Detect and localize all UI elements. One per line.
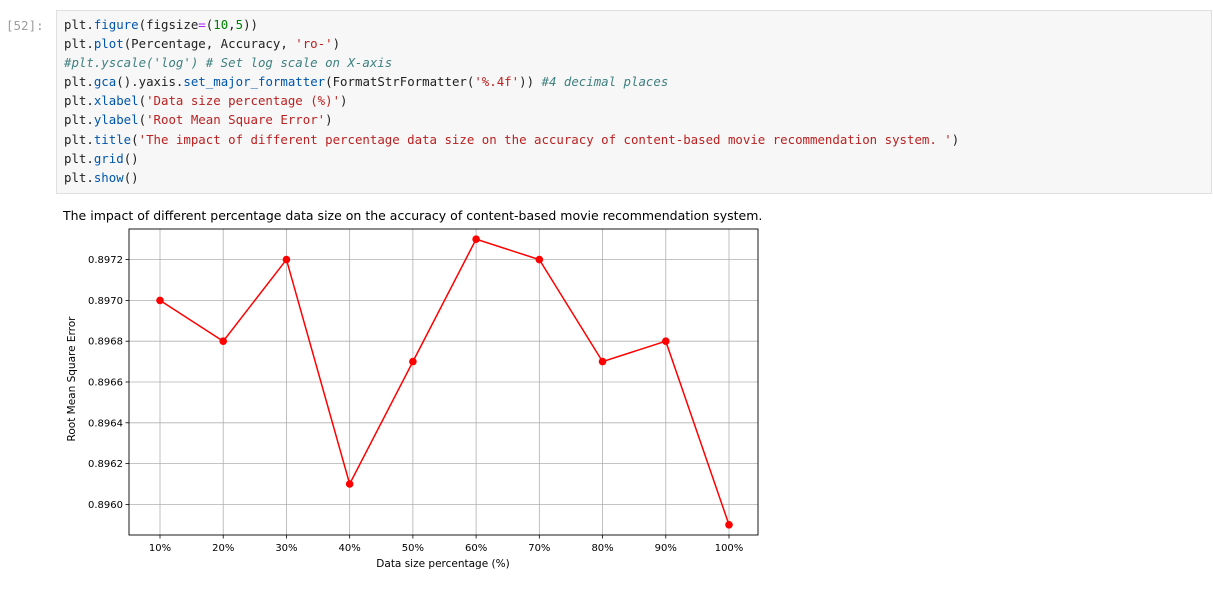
code-editor[interactable]: plt.figure(figsize=(10,5)) plt.plot(Perce… <box>64 15 959 187</box>
code-line: plt.ylabel('Root Mean Square Error') <box>64 112 333 128</box>
y-axis-label: Root Mean Square Error <box>66 316 78 442</box>
code-line: plt.xlabel('Data size percentage (%)') <box>64 93 348 109</box>
data-point <box>282 255 291 264</box>
x-tick-label: 90% <box>655 543 677 554</box>
data-point <box>409 357 417 366</box>
chart-grid <box>129 229 758 535</box>
data-point <box>345 480 354 488</box>
x-tick-label: 40% <box>339 543 361 554</box>
x-tick-label: 50% <box>402 543 424 554</box>
y-tick-label: 0.8968 <box>88 337 123 348</box>
code-cell-input[interactable]: plt.figure(figsize=(10,5)) plt.plot(Perce… <box>56 10 1212 194</box>
plot-frame <box>128 228 759 536</box>
y-tick-label: 0.8964 <box>88 418 123 429</box>
y-tick-label: 0.8966 <box>88 378 123 389</box>
x-tick-label: 60% <box>465 543 487 554</box>
y-tick-label: 0.8970 <box>88 296 123 307</box>
code-line: plt.show() <box>64 169 139 185</box>
x-tick-label: 100% <box>715 543 744 554</box>
code-line: plt.title('The impact of different perce… <box>64 131 960 147</box>
cell-output: The impact of different percentage data … <box>56 196 1212 596</box>
x-tick-label: 70% <box>528 543 550 554</box>
x-tick-label: 80% <box>591 543 613 554</box>
code-line: plt.figure(figsize=(10,5)) <box>64 17 259 32</box>
code-line: #plt.yscale('log') # Set log scale on X-… <box>64 55 393 71</box>
data-point <box>661 337 670 345</box>
cell-prompt: [52]: <box>6 18 44 33</box>
code-line: plt.gca().yaxis.set_major_formatter(Form… <box>64 74 669 90</box>
data-point <box>598 357 607 366</box>
y-tick-label: 0.8962 <box>88 459 123 470</box>
x-tick-label: 30% <box>275 543 297 554</box>
x-tick-label: 10% <box>149 543 171 554</box>
code-line: plt.plot(Percentage, Accuracy, 'ro-') <box>64 36 341 52</box>
series-line <box>159 238 730 526</box>
y-tick-label: 0.8960 <box>88 500 123 511</box>
line-chart: The impact of different percentage data … <box>62 208 762 570</box>
data-point <box>219 337 228 345</box>
code-line: plt.grid() <box>64 150 139 166</box>
chart-series <box>156 235 733 529</box>
x-axis-label: Data size percentage (%) <box>376 558 509 570</box>
data-point <box>725 521 733 529</box>
x-tick-label: 20% <box>212 543 234 554</box>
y-tick-label: 0.8972 <box>88 255 123 266</box>
data-point <box>472 235 480 243</box>
chart-title: The impact of different percentage data … <box>62 208 762 223</box>
data-point <box>535 255 544 264</box>
chart-axes: 10% 20% 30% 40% 50% 60% 70% 80% 90% 100% 0.8960 0.8… <box>88 228 759 554</box>
data-point <box>156 296 164 305</box>
